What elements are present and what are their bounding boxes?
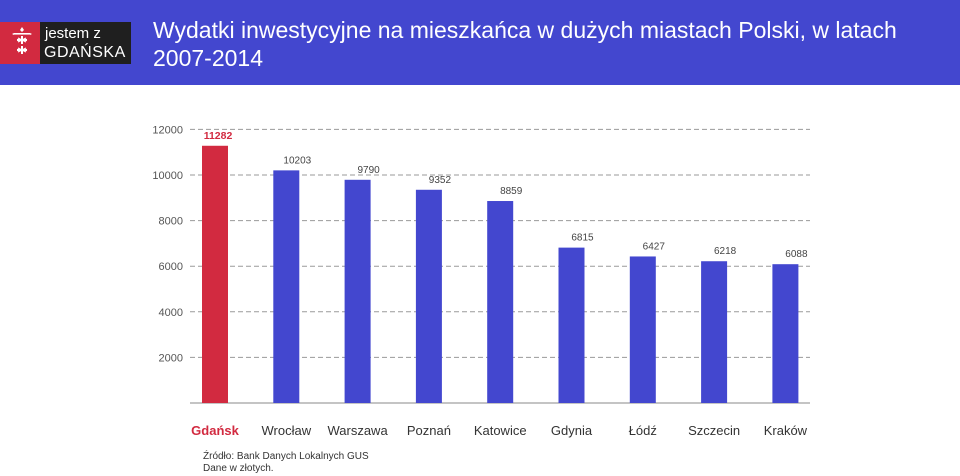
bar [487,201,514,403]
y-tick-label: 10000 [152,170,183,182]
logo-text-top: jestem z [45,25,101,42]
y-tick-label: 12000 [152,124,183,136]
category-label: Katowice [474,423,527,438]
y-tick-label: 4000 [159,307,183,319]
data-label: 9352 [429,175,452,186]
y-tick-label: 8000 [159,216,183,228]
category-label: Poznań [407,423,451,438]
chart-title: Wydatki inwestycyjne na mieszkańca w duż… [153,17,897,71]
category-label: Warszawa [327,423,388,438]
category-label: Gdańsk [191,423,239,438]
y-tick-label: 2000 [159,352,183,364]
bar [202,145,228,404]
logo-box: jestem z GDAŃSKA [40,22,131,64]
bar [344,179,371,403]
logo: jestem z GDAŃSKA [0,22,131,64]
category-label: Wrocław [261,423,311,438]
bar [273,170,300,403]
bar [558,247,585,403]
data-label: 8859 [500,186,523,197]
data-label: 9790 [357,165,380,176]
category-label: Gdynia [551,423,593,438]
gdansk-crest-icon [12,27,32,54]
y-tick-label: 6000 [159,261,183,273]
bar [701,261,728,403]
data-label: 6218 [714,246,737,257]
unit-note: Dane w złotych. [203,463,274,474]
category-label: Szczecin [688,423,740,438]
bar [415,189,442,403]
logo-text-bottom: GDAŃSKA [44,44,126,61]
bar [772,264,799,403]
data-label: 6427 [643,241,666,252]
data-label: 6088 [785,249,808,260]
data-label: 11282 [204,130,233,142]
category-label: Łódź [629,423,657,438]
bar [629,256,656,403]
data-label: 10203 [283,155,311,166]
data-label: 6815 [571,233,594,244]
category-label: Kraków [764,423,808,438]
source-note: Źródło: Bank Danych Lokalnych GUS [203,451,369,462]
header-banner: jestem z GDAŃSKA Wydatki inwestycyjne na… [0,0,960,85]
